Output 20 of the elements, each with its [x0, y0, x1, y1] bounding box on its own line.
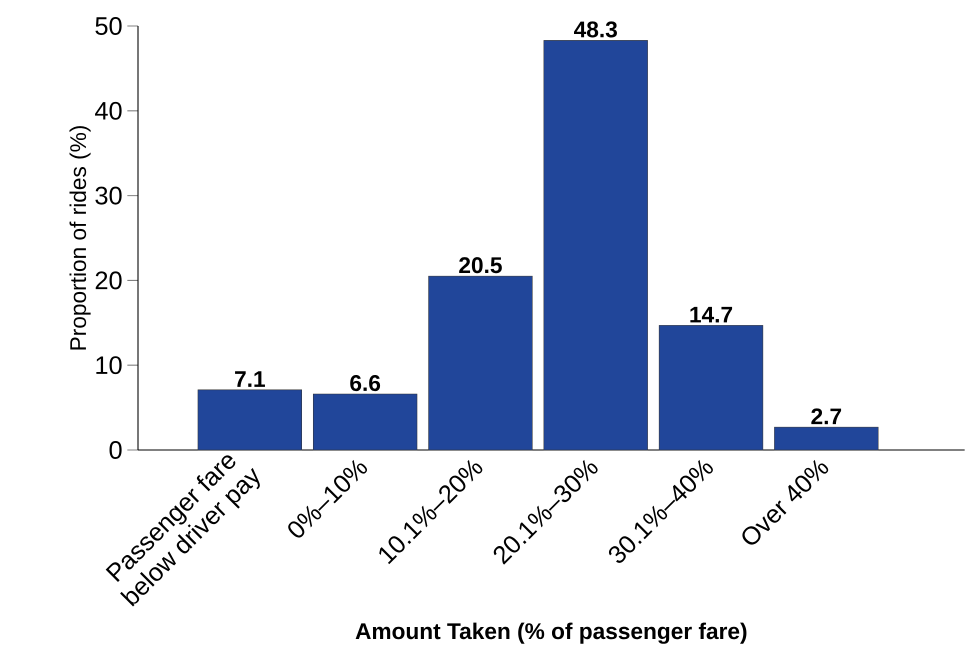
y-tick-label: 40: [95, 102, 122, 120]
data-label: 2.7: [811, 408, 842, 424]
y-tick-label: 10: [96, 356, 122, 374]
data-label: 7.1: [235, 371, 265, 387]
data-label: 48.3: [574, 21, 617, 38]
data-label: 6.6: [350, 375, 380, 392]
x-axis-title: Amount Taken (% of passenger fare): [356, 622, 746, 644]
y-axis-title: Proportion of rides (%): [70, 126, 91, 350]
bar: [544, 40, 648, 450]
bar: [774, 426, 878, 450]
bar: [428, 276, 533, 450]
data-label: 20.5: [459, 257, 502, 274]
y-tick-label: 20: [96, 271, 122, 290]
bar: [312, 394, 418, 450]
data-label: 14.7: [690, 306, 732, 322]
y-tick-label: 0: [110, 441, 122, 459]
bar: [658, 325, 764, 450]
bar: [198, 390, 302, 450]
y-tick-label: 30: [95, 186, 122, 205]
y-tick-label: 50: [95, 17, 122, 35]
